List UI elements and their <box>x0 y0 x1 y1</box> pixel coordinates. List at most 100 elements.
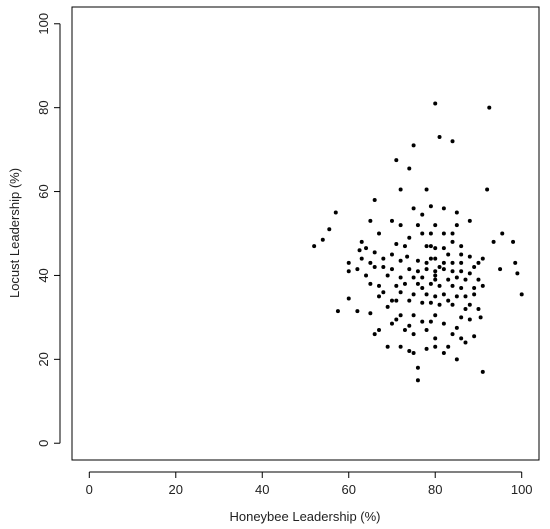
data-point <box>472 334 477 339</box>
data-point <box>446 277 451 282</box>
data-point <box>454 223 459 228</box>
data-point <box>407 298 412 303</box>
data-point <box>372 332 377 337</box>
data-point <box>433 273 438 278</box>
data-point <box>389 321 394 326</box>
data-point <box>389 298 394 303</box>
data-point <box>463 307 468 311</box>
data-point <box>364 246 369 251</box>
data-point <box>511 239 516 244</box>
data-point <box>411 313 416 318</box>
data-point <box>467 254 472 259</box>
data-point <box>480 283 485 288</box>
data-point <box>415 378 420 383</box>
data-point <box>377 231 382 236</box>
data-point <box>441 206 446 211</box>
data-point <box>463 340 468 345</box>
data-point <box>446 344 451 349</box>
data-point <box>346 260 351 265</box>
y-tick-label: 60 <box>36 184 51 198</box>
data-point <box>441 246 446 251</box>
data-point <box>415 365 420 370</box>
data-point <box>368 260 373 265</box>
data-point <box>355 267 360 272</box>
data-point <box>411 143 416 148</box>
data-point <box>428 231 433 236</box>
data-point <box>441 321 446 326</box>
data-point <box>433 336 438 341</box>
data-point <box>394 158 399 163</box>
data-point <box>428 204 433 209</box>
data-point <box>420 300 425 305</box>
x-tick-label: 20 <box>169 482 183 497</box>
data-point <box>357 248 362 253</box>
data-point <box>415 258 420 263</box>
data-point <box>355 309 360 314</box>
data-point <box>402 281 407 286</box>
data-point <box>467 271 472 276</box>
data-point <box>433 294 438 299</box>
data-point <box>398 344 403 349</box>
y-tick-label: 20 <box>36 352 51 366</box>
data-point <box>372 265 377 270</box>
data-point <box>368 311 373 316</box>
data-point <box>398 187 403 192</box>
data-point <box>312 244 317 249</box>
data-point <box>420 319 425 324</box>
data-point <box>428 300 433 305</box>
data-point <box>398 258 403 263</box>
data-point <box>491 239 496 244</box>
data-point <box>420 231 425 236</box>
data-point <box>398 313 403 318</box>
data-point <box>368 218 373 223</box>
data-point <box>441 231 446 236</box>
data-point <box>424 260 429 265</box>
data-point <box>424 244 429 249</box>
data-point <box>467 218 472 223</box>
data-point <box>424 187 429 192</box>
data-point <box>381 290 386 295</box>
data-point <box>450 332 455 337</box>
data-point <box>500 231 505 236</box>
data-point <box>487 105 492 110</box>
data-point <box>459 269 464 274</box>
data-point <box>424 292 429 297</box>
data-point <box>459 315 464 320</box>
data-point <box>454 357 459 362</box>
data-point <box>437 265 442 270</box>
data-point <box>463 294 468 299</box>
data-point <box>368 281 373 286</box>
data-point <box>411 332 416 337</box>
data-point <box>450 239 455 244</box>
data-point <box>424 346 429 351</box>
x-axis: 0 20 40 60 80 100 <box>86 471 533 497</box>
data-point <box>411 275 416 280</box>
data-point <box>450 269 455 274</box>
data-point <box>463 277 468 282</box>
data-point <box>441 351 446 356</box>
data-point <box>407 348 412 353</box>
x-tick-label: 40 <box>255 482 269 497</box>
data-point <box>415 223 420 228</box>
data-point <box>394 298 399 303</box>
data-point <box>420 212 425 217</box>
data-point <box>346 296 351 301</box>
data-point <box>411 292 416 297</box>
data-point <box>459 286 464 291</box>
data-point <box>415 269 420 274</box>
y-axis-label: Locust Leadership (%) <box>7 168 22 298</box>
data-point <box>450 139 455 144</box>
x-tick-label: 60 <box>342 482 356 497</box>
data-point <box>377 327 382 332</box>
data-point <box>433 344 438 349</box>
data-point <box>433 269 438 274</box>
data-point <box>407 323 412 328</box>
data-point <box>411 206 416 211</box>
data-point <box>454 294 459 299</box>
data-point <box>513 260 518 265</box>
data-point <box>467 302 472 307</box>
data-point <box>498 267 503 272</box>
data-point <box>454 275 459 280</box>
x-tick-label: 0 <box>86 482 93 497</box>
